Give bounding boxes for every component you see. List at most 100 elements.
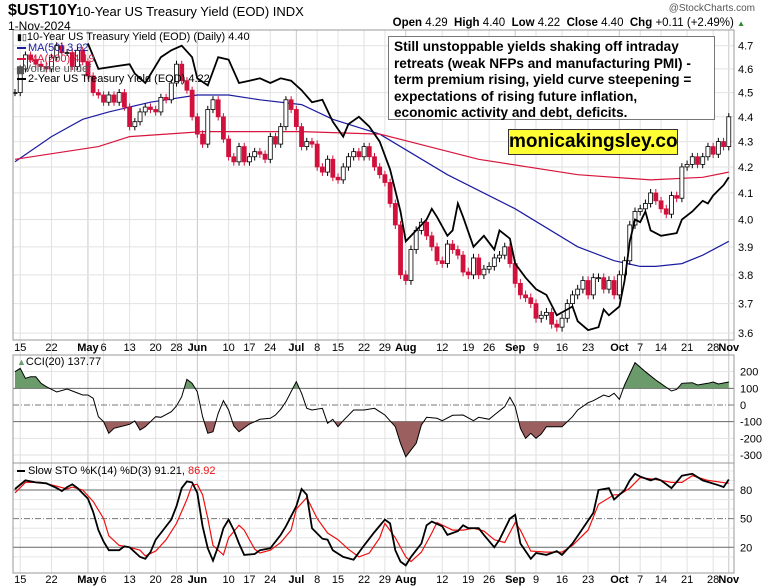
candle-body	[168, 82, 174, 101]
candle-body	[559, 317, 565, 328]
candle-body	[59, 45, 65, 54]
candle-body	[377, 166, 383, 176]
cci-panel	[14, 361, 729, 458]
sto-tick-label: 20	[740, 542, 752, 554]
candle-body	[288, 99, 294, 110]
area-icon: ▲	[17, 357, 26, 367]
candle-body	[95, 92, 101, 96]
candle-body	[309, 141, 315, 145]
y-tick-label: 3.9	[738, 242, 753, 254]
candle-body	[273, 136, 278, 145]
x-tick-label: 16	[556, 574, 568, 586]
candle-body	[257, 151, 263, 155]
close-value: 4.40	[601, 17, 624, 29]
x-tick-label: 8	[314, 342, 320, 354]
candle-body	[17, 68, 23, 93]
sto-tick-label: 50	[740, 514, 752, 526]
chart-date: 1-Nov-2024	[8, 19, 71, 33]
candle-body	[497, 254, 502, 259]
x-tick-label: Aug	[395, 574, 416, 586]
line-swatch-icon	[17, 47, 26, 50]
x-tick-label: 13	[123, 574, 135, 586]
candle-body	[486, 265, 492, 270]
x-tick-label: 14	[655, 574, 667, 586]
candle-body	[408, 249, 414, 281]
candle-body	[356, 151, 362, 158]
sto-tick-label: 80	[740, 485, 752, 497]
price-panel	[13, 42, 732, 332]
close-label: Close	[566, 17, 598, 29]
candle-body	[715, 141, 721, 155]
x-tick-label: 22	[358, 342, 370, 354]
sto-d-value: 86.92	[188, 465, 216, 477]
candle-body	[163, 96, 169, 101]
open-value: 4.29	[425, 17, 448, 29]
x-tick-label: 28	[707, 342, 719, 354]
x-tick-label: 20	[150, 574, 162, 586]
x-tick-label: 7	[637, 574, 643, 586]
candle-body	[465, 271, 471, 276]
candle-body	[205, 109, 211, 145]
volume-bars-icon: ▆	[17, 64, 24, 74]
candle-body	[184, 80, 190, 91]
candle-body	[460, 254, 466, 273]
sto-k-value: 91.21	[154, 465, 182, 477]
x-tick-label: Sep	[505, 342, 525, 354]
x-tick-label: 13	[123, 342, 135, 354]
candle-body	[346, 156, 351, 168]
x-tick-label: 26	[483, 342, 495, 354]
x-tick-label: 19	[462, 574, 474, 586]
candle-body	[585, 280, 591, 296]
candle-body	[340, 166, 346, 181]
candle-body	[69, 52, 75, 67]
legend-volume: ▆Volume undef	[17, 63, 91, 75]
candle-body	[439, 260, 445, 264]
candle-body	[392, 203, 398, 226]
candle-body	[247, 156, 252, 163]
x-tick-label: 8	[314, 574, 320, 586]
x-tick-label: 28	[707, 574, 719, 586]
change-label: Chg	[629, 17, 653, 29]
two-year-yield-line	[87, 43, 730, 332]
candle-body	[299, 126, 304, 148]
candle-body	[710, 146, 716, 155]
candle-body	[231, 156, 237, 163]
candle-body	[611, 280, 617, 296]
candle-body	[54, 45, 60, 58]
candle-body	[507, 246, 513, 264]
candle-body	[429, 235, 435, 248]
y-tick-label: 4.2	[738, 162, 753, 174]
candle-body	[210, 99, 216, 110]
candle-body	[85, 61, 91, 77]
x-tick-label: 15	[14, 574, 26, 586]
stochastic-panel	[14, 472, 730, 567]
candle-body	[179, 63, 185, 82]
y-tick-label: 4.5	[738, 88, 753, 100]
x-tick-label: 21	[681, 574, 693, 586]
x-tick-label: 10	[222, 342, 234, 354]
candle-body	[554, 323, 560, 328]
y-tick-label: 4.0	[738, 215, 753, 227]
legend-ma200: MA(200) 4.19	[17, 53, 95, 65]
cci-tick-label: 100	[740, 383, 758, 395]
cci-tick-label: 200	[740, 367, 758, 379]
annotation-line: Still unstoppable yields shaking off int…	[394, 39, 679, 54]
x-tick-label: Jul	[288, 574, 304, 586]
x-tick-label: 15	[14, 342, 26, 354]
candle-body	[361, 146, 367, 158]
candle-body	[684, 163, 690, 168]
line-swatch-icon	[17, 58, 26, 61]
x-tick-label: Oct	[610, 574, 629, 586]
x-tick-label: Sep	[505, 574, 525, 586]
candle-body	[450, 243, 456, 251]
x-tick-label: 22	[45, 574, 57, 586]
legend-ma200-text: MA(200) 4.19	[28, 53, 95, 65]
candle-body	[575, 288, 581, 296]
candle-body	[517, 282, 523, 296]
candle-body	[293, 109, 299, 128]
x-tick-label: Jun	[188, 342, 208, 354]
candle-body	[28, 54, 34, 60]
candle-body	[200, 133, 205, 145]
candle-body	[413, 229, 419, 251]
